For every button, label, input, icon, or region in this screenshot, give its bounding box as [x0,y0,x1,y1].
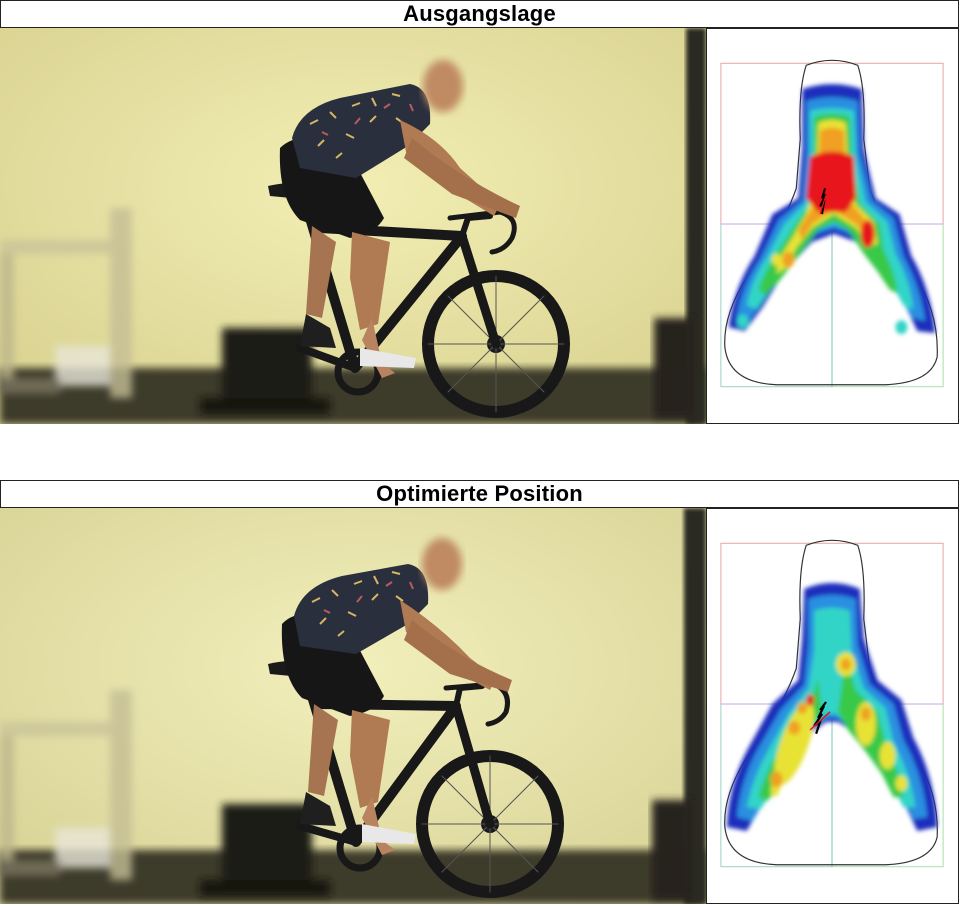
panel-title: Ausgangslage [403,1,556,26]
panel-title-bar: Optimierte Position [0,480,959,508]
pressure-map [706,28,959,424]
panel-optimierte-position: Optimierte Position [0,480,961,906]
panel-ausgangslage: Ausgangslage [0,0,961,426]
saddle-pressure-heatmap [720,539,944,868]
saddle-pressure-heatmap [720,59,944,388]
panel-title-bar: Ausgangslage [0,0,959,28]
cyclist-photo [0,28,706,424]
pressure-map [706,508,959,904]
cyclist-photo [0,508,706,904]
panel-title: Optimierte Position [376,481,583,506]
